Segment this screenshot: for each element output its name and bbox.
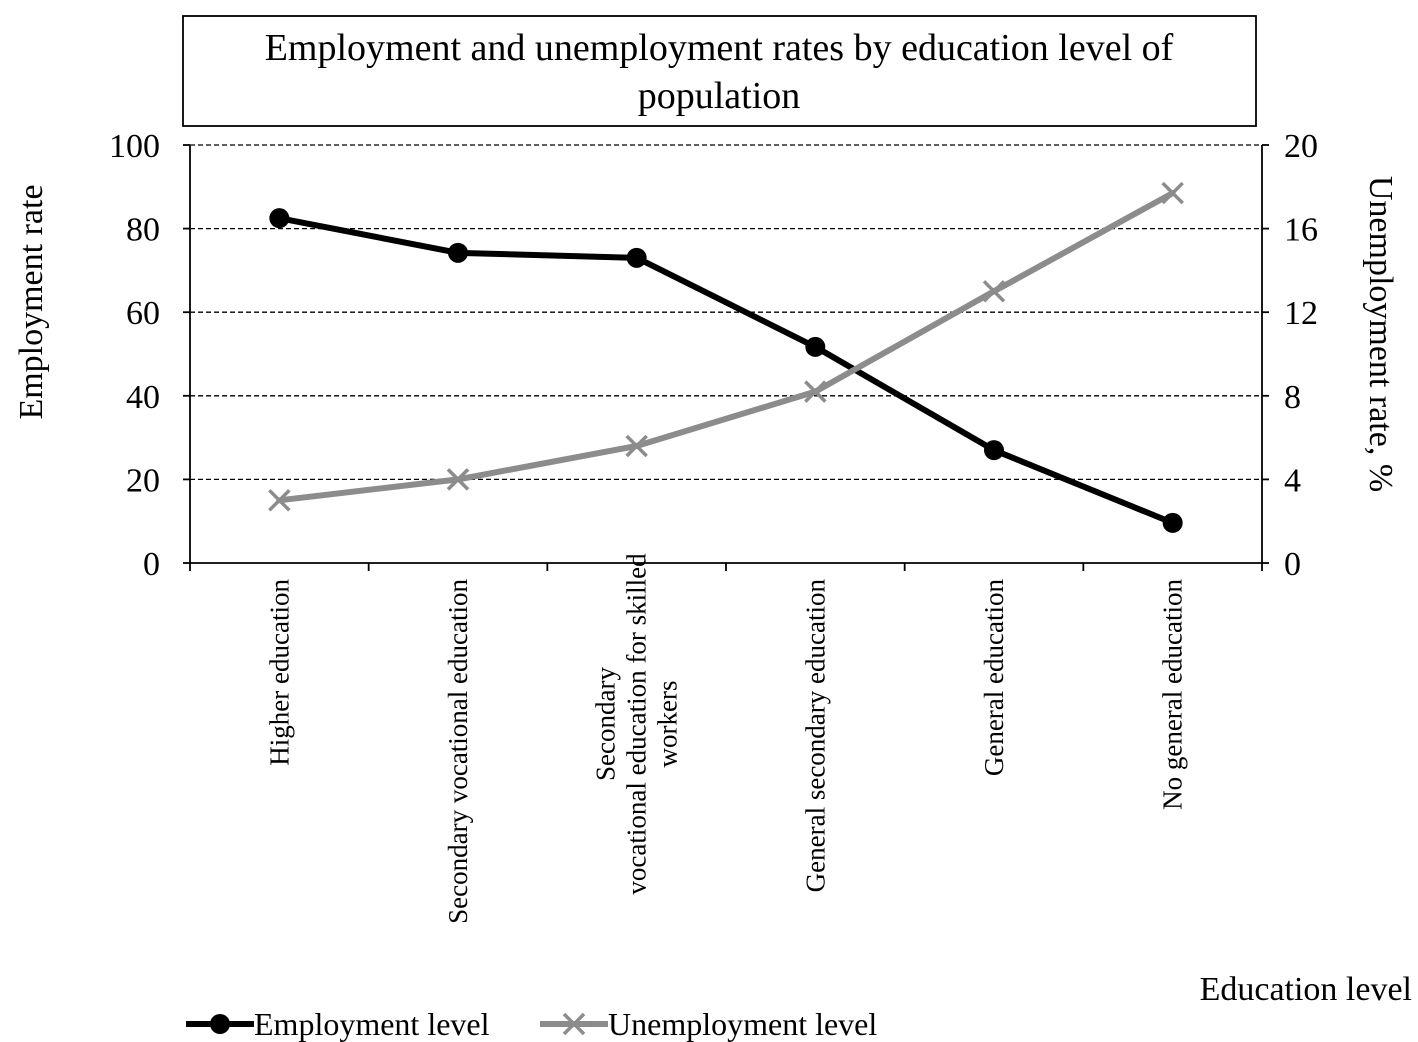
title-box: Employment and unemployment rates by edu… (182, 15, 1257, 127)
x-tick-label: No general education (1158, 579, 1188, 810)
y-tick-label-left: 80 (126, 212, 160, 249)
data-point (448, 242, 468, 263)
x-axis-label: Education level (1200, 971, 1412, 1008)
data-point (1161, 181, 1184, 205)
x-tick-label: General education (979, 579, 1009, 777)
series-line (276, 215, 1176, 526)
y-tick-label-right: 20 (1284, 128, 1318, 165)
y-tick-label-left: 100 (109, 128, 160, 165)
x-tick-label: Secondaryvocational education for skille… (591, 553, 683, 895)
y-tick-label-right: 12 (1284, 295, 1318, 332)
series-layer (268, 181, 1184, 533)
data-point (626, 247, 647, 268)
series-employment-level (269, 208, 1183, 533)
data-point (269, 208, 290, 229)
y-tick-label-right: 0 (1284, 546, 1301, 583)
legend-item: Employment level (186, 1006, 490, 1042)
y-axis-label-right: Unemployment rate, % (1362, 176, 1399, 492)
legend-item: Unemployment level (540, 1006, 877, 1042)
grid (190, 144, 1262, 481)
data-point (982, 280, 1006, 303)
axes (183, 144, 1269, 571)
data-point (984, 440, 1004, 461)
legend-label: Unemployment level (608, 1006, 877, 1042)
x-tick-label: Secondary vocational education (443, 579, 473, 924)
x-tick-label: Higher education (264, 579, 294, 766)
y-tick-label-left: 20 (126, 462, 160, 499)
legend: Employment level Unemployment level (186, 1006, 877, 1042)
data-point (446, 468, 470, 491)
data-point (268, 489, 291, 512)
series-unemployment-level (268, 181, 1184, 512)
y-tick-label-left: 0 (143, 546, 160, 583)
legend-marker (210, 1014, 230, 1034)
y-tick-label-right: 8 (1284, 379, 1301, 416)
data-point (1162, 512, 1183, 533)
title-frame (182, 15, 1257, 127)
axis-labels: Employment rate Unemployment rate, % Educa… (13, 176, 1412, 1008)
tick-labels: 0 20 40 60 80 100 0 4 8 12 16 20 Higher education Sec… (109, 128, 1318, 924)
y-axis-label-left: Employment rate (13, 184, 50, 419)
series-line (276, 190, 1176, 504)
y-tick-label-left: 60 (126, 295, 160, 332)
chart-title: Employment and unemployment rates by edu… (265, 27, 1174, 117)
y-tick-label-left: 40 (126, 379, 160, 416)
legend-label: Employment level (254, 1006, 490, 1042)
data-point (804, 380, 827, 403)
y-tick-label-right: 16 (1284, 212, 1318, 249)
x-tick-label: General secondary education (800, 579, 830, 893)
y-tick-label-right: 4 (1284, 462, 1301, 499)
legend-marker (562, 1012, 586, 1036)
data-point (805, 336, 826, 357)
data-point (625, 434, 648, 458)
